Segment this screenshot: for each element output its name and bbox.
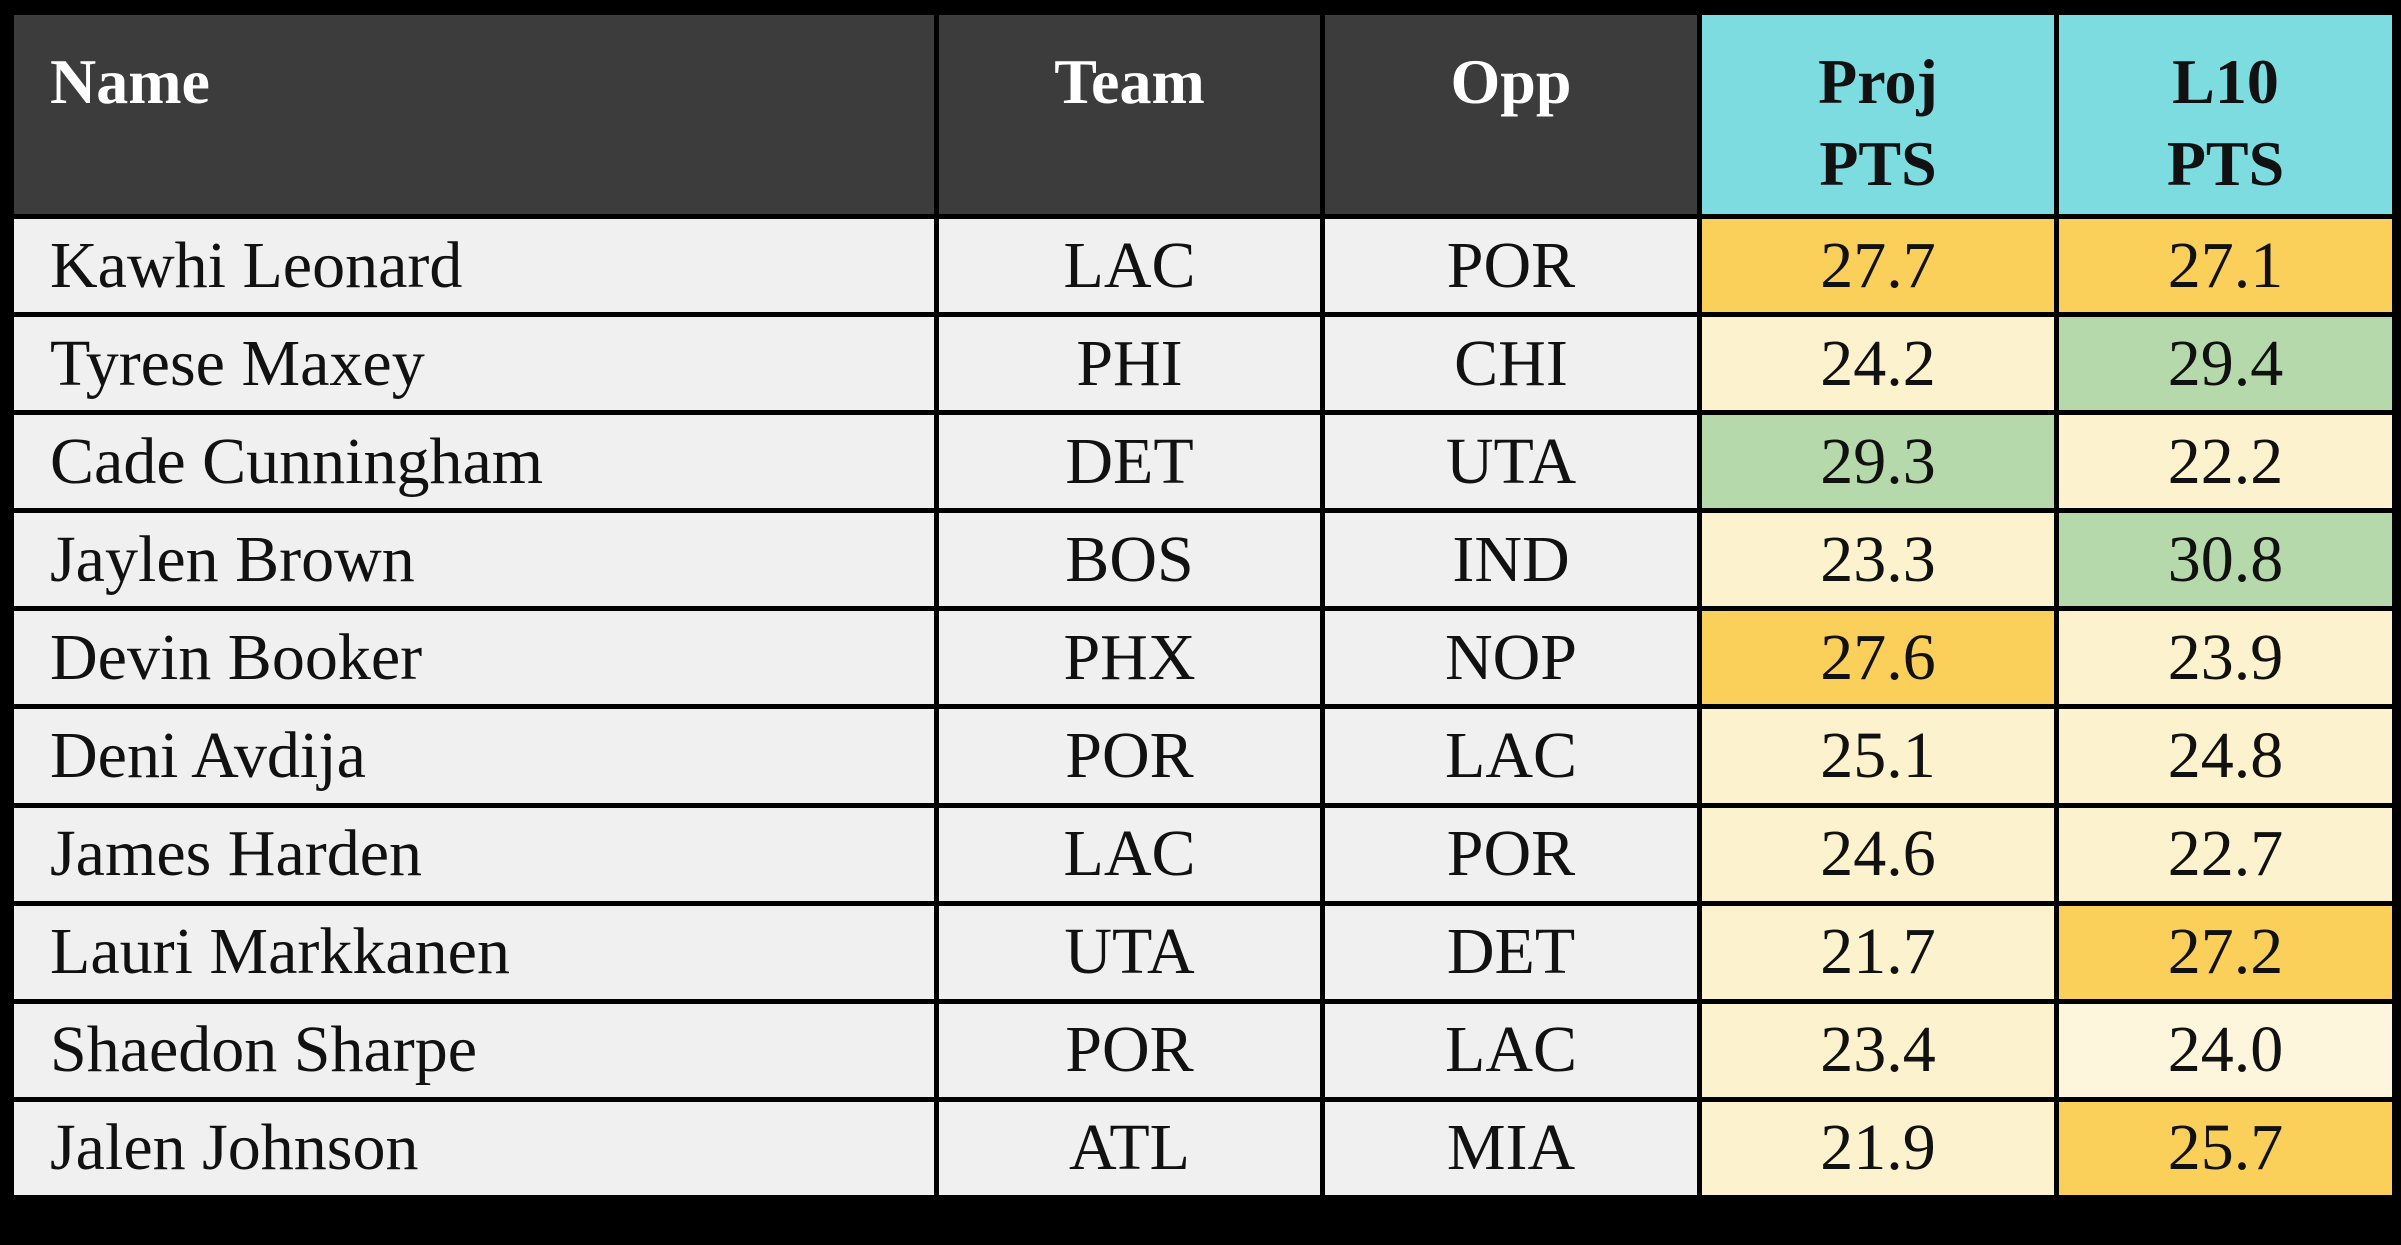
table-row: Tyrese Maxey PHI CHI 24.2 29.4 <box>9 312 2397 416</box>
table-body: Kawhi Leonard LAC POR 27.7 27.1 Tyrese Maxey P… <box>9 213 2397 1201</box>
team-cell: BOS <box>934 508 1325 612</box>
header-l10-line2: PTS <box>2166 127 2285 199</box>
table-row: James Harden LAC POR 24.6 22.7 <box>9 802 2397 906</box>
table-row: Jalen Johnson ATL MIA 21.9 25.7 <box>9 1096 2397 1201</box>
l10-pts-cell: 25.7 <box>2054 1096 2397 1201</box>
player-name-cell: Tyrese Maxey <box>9 312 939 416</box>
team-cell: PHX <box>934 606 1325 710</box>
proj-pts-cell: 29.3 <box>1697 410 2059 514</box>
proj-pts-cell: 21.9 <box>1697 1096 2059 1201</box>
proj-pts-cell: 21.7 <box>1697 900 2059 1004</box>
l10-pts-cell: 22.7 <box>2054 802 2397 906</box>
l10-pts-cell: 24.0 <box>2054 998 2397 1102</box>
opp-cell: NOP <box>1320 606 1702 710</box>
opp-cell: POR <box>1320 213 1702 318</box>
opp-cell: CHI <box>1320 312 1702 416</box>
opp-cell: LAC <box>1320 704 1702 808</box>
table-row: Cade Cunningham DET UTA 29.3 22.2 <box>9 410 2397 514</box>
team-cell: UTA <box>934 900 1325 1004</box>
opp-cell: UTA <box>1320 410 1702 514</box>
l10-pts-cell: 23.9 <box>2054 606 2397 710</box>
header-row: Name Team Opp Proj PTS L10 PTS <box>9 10 2397 219</box>
l10-pts-cell: 29.4 <box>2054 312 2397 416</box>
header-team-label: Team <box>1054 46 1205 117</box>
team-cell: POR <box>934 704 1325 808</box>
proj-pts-cell: 24.2 <box>1697 312 2059 416</box>
proj-pts-cell: 27.6 <box>1697 606 2059 710</box>
opp-cell: POR <box>1320 802 1702 906</box>
team-cell: DET <box>934 410 1325 514</box>
team-cell: PHI <box>934 312 1325 416</box>
proj-pts-cell: 24.6 <box>1697 802 2059 906</box>
player-name-cell: Lauri Markkanen <box>9 900 939 1004</box>
proj-pts-cell: 27.7 <box>1697 213 2059 318</box>
opp-cell: DET <box>1320 900 1702 1004</box>
header-l10-pts: L10 PTS <box>2054 10 2397 219</box>
player-name-cell: James Harden <box>9 802 939 906</box>
team-cell: POR <box>934 998 1325 1102</box>
header-opp-label: Opp <box>1450 46 1572 117</box>
header-proj-line2: PTS <box>1819 127 1937 199</box>
proj-pts-cell: 23.3 <box>1697 508 2059 612</box>
table-row: Kawhi Leonard LAC POR 27.7 27.1 <box>9 213 2397 318</box>
player-name-cell: Kawhi Leonard <box>9 213 939 318</box>
l10-pts-cell: 27.1 <box>2054 213 2397 318</box>
player-name-cell: Cade Cunningham <box>9 410 939 514</box>
header-l10-line1: L10 <box>2172 46 2279 117</box>
team-cell: LAC <box>934 802 1325 906</box>
opp-cell: LAC <box>1320 998 1702 1102</box>
opp-cell: IND <box>1320 508 1702 612</box>
table-row: Devin Booker PHX NOP 27.6 23.9 <box>9 606 2397 710</box>
player-name-cell: Devin Booker <box>9 606 939 710</box>
l10-pts-cell: 30.8 <box>2054 508 2397 612</box>
header-opp: Opp <box>1320 10 1702 219</box>
team-cell: ATL <box>934 1096 1325 1201</box>
header-proj-line1: Proj <box>1818 46 1938 117</box>
l10-pts-cell: 22.2 <box>2054 410 2397 514</box>
player-projections-table: Name Team Opp Proj PTS L10 PTS Kawhi Leo… <box>9 10 2397 1201</box>
proj-pts-cell: 23.4 <box>1697 998 2059 1102</box>
table-row: Jaylen Brown BOS IND 23.3 30.8 <box>9 508 2397 612</box>
l10-pts-cell: 27.2 <box>2054 900 2397 1004</box>
header-name: Name <box>9 10 939 219</box>
player-name-cell: Jaylen Brown <box>9 508 939 612</box>
team-cell: LAC <box>934 213 1325 318</box>
table-row: Shaedon Sharpe POR LAC 23.4 24.0 <box>9 998 2397 1102</box>
table-row: Deni Avdija POR LAC 25.1 24.8 <box>9 704 2397 808</box>
proj-pts-cell: 25.1 <box>1697 704 2059 808</box>
player-name-cell: Jalen Johnson <box>9 1096 939 1201</box>
header-name-label: Name <box>50 46 210 117</box>
opp-cell: MIA <box>1320 1096 1702 1201</box>
player-name-cell: Shaedon Sharpe <box>9 998 939 1102</box>
l10-pts-cell: 24.8 <box>2054 704 2397 808</box>
table-header: Name Team Opp Proj PTS L10 PTS <box>9 10 2397 219</box>
header-proj-pts: Proj PTS <box>1697 10 2059 219</box>
header-team: Team <box>934 10 1325 219</box>
player-name-cell: Deni Avdija <box>9 704 939 808</box>
table-row: Lauri Markkanen UTA DET 21.7 27.2 <box>9 900 2397 1004</box>
